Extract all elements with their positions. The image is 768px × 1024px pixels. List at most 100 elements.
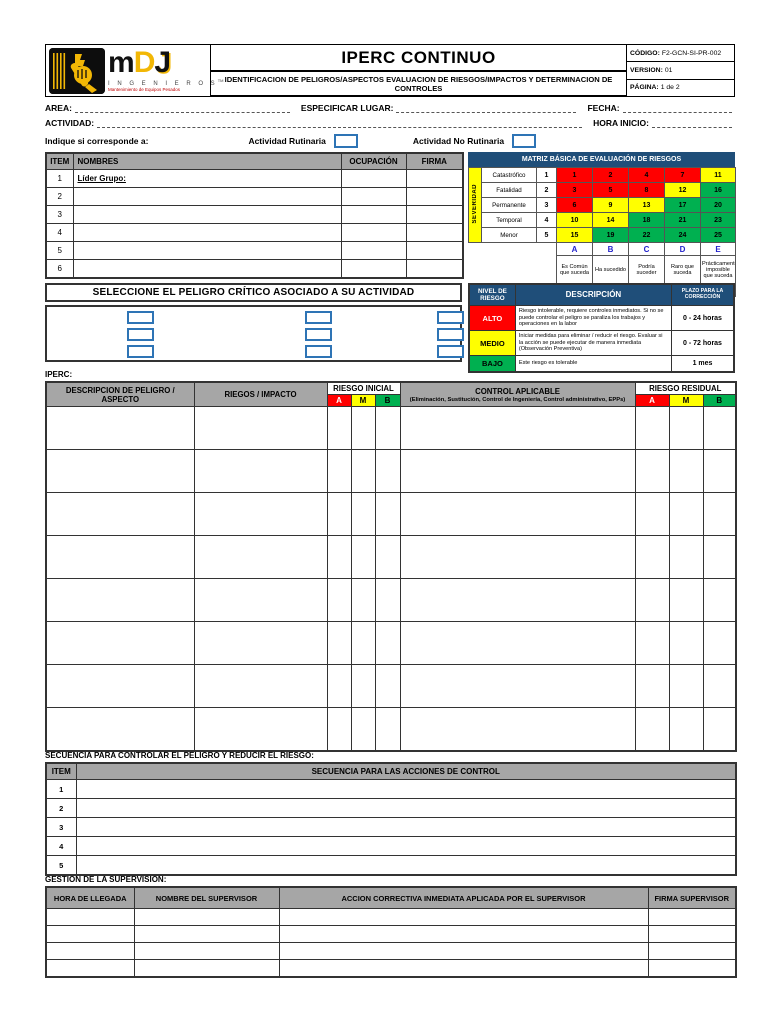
fecha-input[interactable] [622, 102, 732, 113]
iperc-residual-a-cell[interactable] [634, 707, 670, 752]
peligro-checkbox[interactable] [437, 311, 464, 324]
iperc-control-cell[interactable] [399, 707, 636, 752]
ocupacion-cell[interactable] [340, 259, 407, 279]
iperc-residual-m-cell[interactable] [668, 621, 704, 665]
hora-cell[interactable] [45, 959, 135, 978]
nombre-cell[interactable] [133, 959, 280, 978]
ocupacion-cell[interactable] [340, 241, 407, 260]
iperc-residual-a-cell[interactable] [634, 621, 670, 665]
peligro-checkbox[interactable] [127, 345, 154, 358]
nombre-cell[interactable]: Líder Grupo: [72, 169, 342, 188]
iperc-riesgo-cell[interactable] [193, 492, 328, 536]
iperc-residual-b-cell[interactable] [702, 449, 737, 493]
hora-inicio-input[interactable] [652, 117, 732, 128]
firma-cell[interactable] [405, 205, 464, 224]
accion-cell[interactable] [278, 925, 649, 943]
iperc-inicial-a-cell[interactable] [326, 492, 352, 536]
iperc-inicial-b-cell[interactable] [374, 707, 401, 752]
firma-cell[interactable] [405, 241, 464, 260]
hora-cell[interactable] [45, 942, 135, 960]
peligro-checkbox[interactable] [305, 345, 332, 358]
iperc-control-cell[interactable] [399, 449, 636, 493]
iperc-residual-a-cell[interactable] [634, 406, 670, 450]
iperc-inicial-a-cell[interactable] [326, 707, 352, 752]
iperc-riesgo-cell[interactable] [193, 578, 328, 622]
ocupacion-cell[interactable] [340, 223, 407, 242]
iperc-inicial-b-cell[interactable] [374, 621, 401, 665]
accion-cell[interactable] [75, 798, 737, 818]
iperc-residual-m-cell[interactable] [668, 449, 704, 493]
iperc-residual-m-cell[interactable] [668, 707, 704, 752]
iperc-control-cell[interactable] [399, 621, 636, 665]
rutinaria-checkbox[interactable] [333, 134, 358, 148]
peligro-checkbox[interactable] [127, 311, 154, 324]
area-input[interactable] [74, 102, 290, 113]
iperc-residual-m-cell[interactable] [668, 406, 704, 450]
iperc-riesgo-cell[interactable] [193, 707, 328, 752]
iperc-residual-a-cell[interactable] [634, 492, 670, 536]
iperc-inicial-b-cell[interactable] [374, 492, 401, 536]
iperc-inicial-b-cell[interactable] [374, 406, 401, 450]
iperc-residual-b-cell[interactable] [702, 578, 737, 622]
iperc-inicial-b-cell[interactable] [374, 664, 401, 708]
iperc-control-cell[interactable] [399, 578, 636, 622]
iperc-inicial-a-cell[interactable] [326, 449, 352, 493]
iperc-riesgo-cell[interactable] [193, 406, 328, 450]
iperc-desc-cell[interactable] [45, 492, 195, 536]
iperc-inicial-m-cell[interactable] [350, 535, 376, 579]
ocupacion-cell[interactable] [340, 169, 407, 188]
iperc-inicial-m-cell[interactable] [350, 664, 376, 708]
peligro-checkbox[interactable] [305, 328, 332, 341]
peligro-checkbox[interactable] [305, 311, 332, 324]
iperc-desc-cell[interactable] [45, 535, 195, 579]
accion-cell[interactable] [278, 942, 649, 960]
iperc-residual-a-cell[interactable] [634, 449, 670, 493]
accion-cell[interactable] [75, 855, 737, 876]
iperc-inicial-a-cell[interactable] [326, 621, 352, 665]
iperc-desc-cell[interactable] [45, 664, 195, 708]
lugar-input[interactable] [396, 102, 577, 113]
peligro-checkbox[interactable] [127, 328, 154, 341]
firma-cell[interactable] [647, 959, 737, 978]
nombre-cell[interactable] [133, 942, 280, 960]
iperc-desc-cell[interactable] [45, 707, 195, 752]
iperc-residual-b-cell[interactable] [702, 492, 737, 536]
iperc-riesgo-cell[interactable] [193, 664, 328, 708]
firma-cell[interactable] [647, 942, 737, 960]
hora-cell[interactable] [45, 925, 135, 943]
iperc-riesgo-cell[interactable] [193, 621, 328, 665]
iperc-riesgo-cell[interactable] [193, 449, 328, 493]
iperc-desc-cell[interactable] [45, 406, 195, 450]
iperc-residual-b-cell[interactable] [702, 406, 737, 450]
firma-cell[interactable] [405, 259, 464, 279]
nombre-cell[interactable] [72, 205, 342, 224]
accion-cell[interactable] [75, 836, 737, 856]
iperc-control-cell[interactable] [399, 406, 636, 450]
nombre-cell[interactable] [133, 925, 280, 943]
iperc-control-cell[interactable] [399, 664, 636, 708]
iperc-inicial-a-cell[interactable] [326, 406, 352, 450]
iperc-inicial-m-cell[interactable] [350, 578, 376, 622]
iperc-residual-b-cell[interactable] [702, 535, 737, 579]
accion-cell[interactable] [278, 959, 649, 978]
firma-cell[interactable] [405, 223, 464, 242]
iperc-residual-m-cell[interactable] [668, 664, 704, 708]
accion-cell[interactable] [75, 779, 737, 799]
accion-cell[interactable] [75, 817, 737, 837]
accion-cell[interactable] [278, 908, 649, 926]
iperc-inicial-m-cell[interactable] [350, 492, 376, 536]
iperc-residual-a-cell[interactable] [634, 664, 670, 708]
iperc-residual-b-cell[interactable] [702, 707, 737, 752]
nombre-cell[interactable] [72, 241, 342, 260]
firma-cell[interactable] [405, 169, 464, 188]
iperc-desc-cell[interactable] [45, 578, 195, 622]
iperc-inicial-a-cell[interactable] [326, 535, 352, 579]
iperc-control-cell[interactable] [399, 492, 636, 536]
peligro-checkbox[interactable] [437, 328, 464, 341]
nombre-cell[interactable] [72, 223, 342, 242]
iperc-inicial-a-cell[interactable] [326, 578, 352, 622]
nombre-cell[interactable] [133, 908, 280, 926]
iperc-desc-cell[interactable] [45, 449, 195, 493]
hora-cell[interactable] [45, 908, 135, 926]
iperc-inicial-m-cell[interactable] [350, 621, 376, 665]
